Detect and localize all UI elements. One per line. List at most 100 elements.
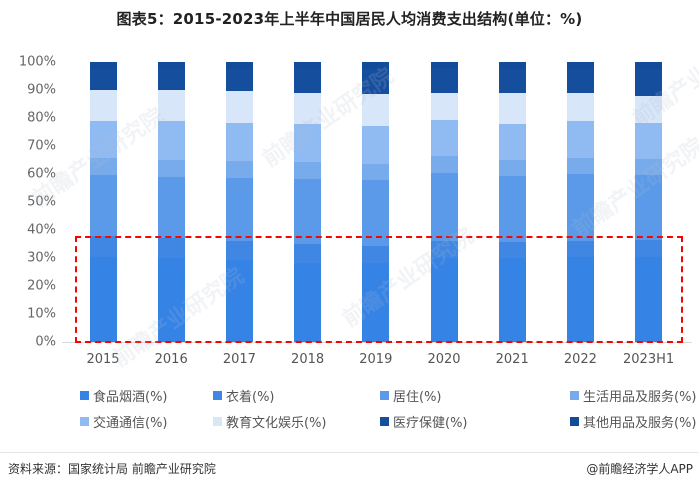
bar-segment (362, 69, 390, 94)
y-tick-label: 90% (27, 82, 56, 98)
bar-segment (89, 120, 117, 158)
bar-segment (430, 257, 458, 342)
y-tick-label: 80% (27, 110, 56, 126)
x-tick-label: 2019 (359, 352, 393, 367)
legend-label: 医疗保健(%) (393, 416, 468, 431)
legend-item: 其他用品及服务(%) (570, 412, 697, 431)
bar-segment (362, 245, 390, 264)
bar-segment (635, 62, 663, 70)
bar-segment (635, 95, 663, 123)
legend-item: 教育文化娱乐(%) (213, 412, 327, 431)
stacked-bar-2017 (225, 62, 253, 342)
bar-segment (294, 244, 322, 263)
legend-item: 衣着(%) (213, 386, 275, 405)
bar-segment (430, 68, 458, 93)
x-tick-label: 2017 (222, 352, 256, 367)
x-tick-label: 2022 (563, 352, 597, 367)
bar-segment (498, 160, 526, 177)
stacked-bar-2023H1 (635, 62, 663, 342)
bar-segment (225, 259, 253, 342)
credit-note: @前瞻经济学人APP (586, 462, 693, 476)
bar-segment (89, 90, 117, 121)
legend-item: 医疗保健(%) (380, 412, 468, 431)
bar-segment (157, 62, 185, 69)
x-tick-label: 2015 (86, 352, 120, 367)
bar-segment (157, 176, 185, 239)
bar-segment (89, 235, 117, 257)
bar-segment (362, 62, 390, 70)
bar-segment (430, 241, 458, 258)
y-tick-label: 40% (27, 222, 56, 238)
x-tick-label: 2016 (154, 352, 188, 367)
legend-swatch-icon (80, 417, 89, 426)
bar-segment (498, 62, 526, 69)
bar-segment (225, 161, 253, 179)
bar-segment (157, 238, 185, 258)
legend-label: 交通通信(%) (93, 416, 168, 431)
stacked-bar-2021 (498, 62, 526, 342)
bar-segment (566, 68, 594, 93)
legend-item: 食品烟酒(%) (80, 386, 168, 405)
y-tick-label: 70% (27, 138, 56, 154)
stacked-bar-2018 (294, 62, 322, 342)
x-tick-label: 2018 (291, 352, 325, 367)
bar-segment (430, 62, 458, 69)
bar-segment (294, 62, 322, 69)
x-tick-label: 2021 (495, 352, 529, 367)
y-tick-label: 30% (27, 250, 56, 266)
bar-segment (294, 178, 322, 245)
bar-segment (566, 256, 594, 342)
y-tick-label: 20% (27, 278, 56, 294)
legend-item: 生活用品及服务(%) (570, 386, 697, 405)
legend-swatch-icon (80, 391, 89, 400)
legend-label: 食品烟酒(%) (93, 390, 168, 405)
bar-segment (635, 256, 663, 342)
legend-item: 居住(%) (380, 386, 442, 405)
bar-segment (498, 258, 526, 342)
bar-segment (225, 178, 253, 241)
bar-segment (362, 126, 390, 164)
bar-segment (566, 173, 594, 241)
bar-segment (498, 241, 526, 259)
stacked-bar-2015 (89, 62, 117, 342)
bar-segment (430, 156, 458, 173)
stacked-bar-2020 (430, 62, 458, 342)
bar-segment (430, 92, 458, 120)
bar-segment (89, 62, 117, 70)
stacked-bar-2016 (157, 62, 185, 342)
bar-segment (430, 119, 458, 157)
bar-segment (635, 158, 663, 175)
bar-segment (157, 68, 185, 91)
chart-title: 图表5：2015-2023年上半年中国居民人均消费支出结构(单位：%) (116, 10, 583, 28)
bar-segment (566, 92, 594, 122)
bar-segment (89, 256, 117, 342)
plot-area: 100% 90% 80% 70% 60% 50% 40% 30% 20% 10% 0% 2015 201… (19, 55, 692, 367)
legend-label: 衣着(%) (226, 390, 275, 405)
legend-swatch-icon (213, 391, 222, 400)
bar-segment (225, 91, 253, 124)
bar-segment (225, 123, 253, 162)
x-tick-label: 2020 (427, 352, 461, 367)
highlight-dashed-box (75, 236, 683, 343)
legend-label: 教育文化娱乐(%) (226, 416, 327, 431)
legend-swatch-icon (380, 391, 389, 400)
legend-label: 生活用品及服务(%) (583, 390, 697, 405)
bar-segment (362, 180, 390, 246)
bar-segment (635, 122, 663, 159)
bar-segment (294, 161, 322, 179)
bar-segment (225, 69, 253, 92)
bar-segment (566, 62, 594, 69)
legend-label: 居住(%) (393, 390, 442, 405)
bar-segment (362, 93, 390, 127)
footer-divider (0, 452, 699, 453)
bar-segment (362, 163, 390, 181)
legend-swatch-icon (213, 417, 222, 426)
bar-segment (225, 240, 253, 260)
bar-segment (566, 157, 594, 174)
legend-item: 交通通信(%) (80, 412, 168, 431)
stacked-bar-2022 (566, 62, 594, 342)
y-tick-label: 50% (27, 194, 56, 210)
bar-segment (498, 176, 526, 242)
legend-swatch-icon (380, 417, 389, 426)
bar-segment (89, 174, 117, 236)
